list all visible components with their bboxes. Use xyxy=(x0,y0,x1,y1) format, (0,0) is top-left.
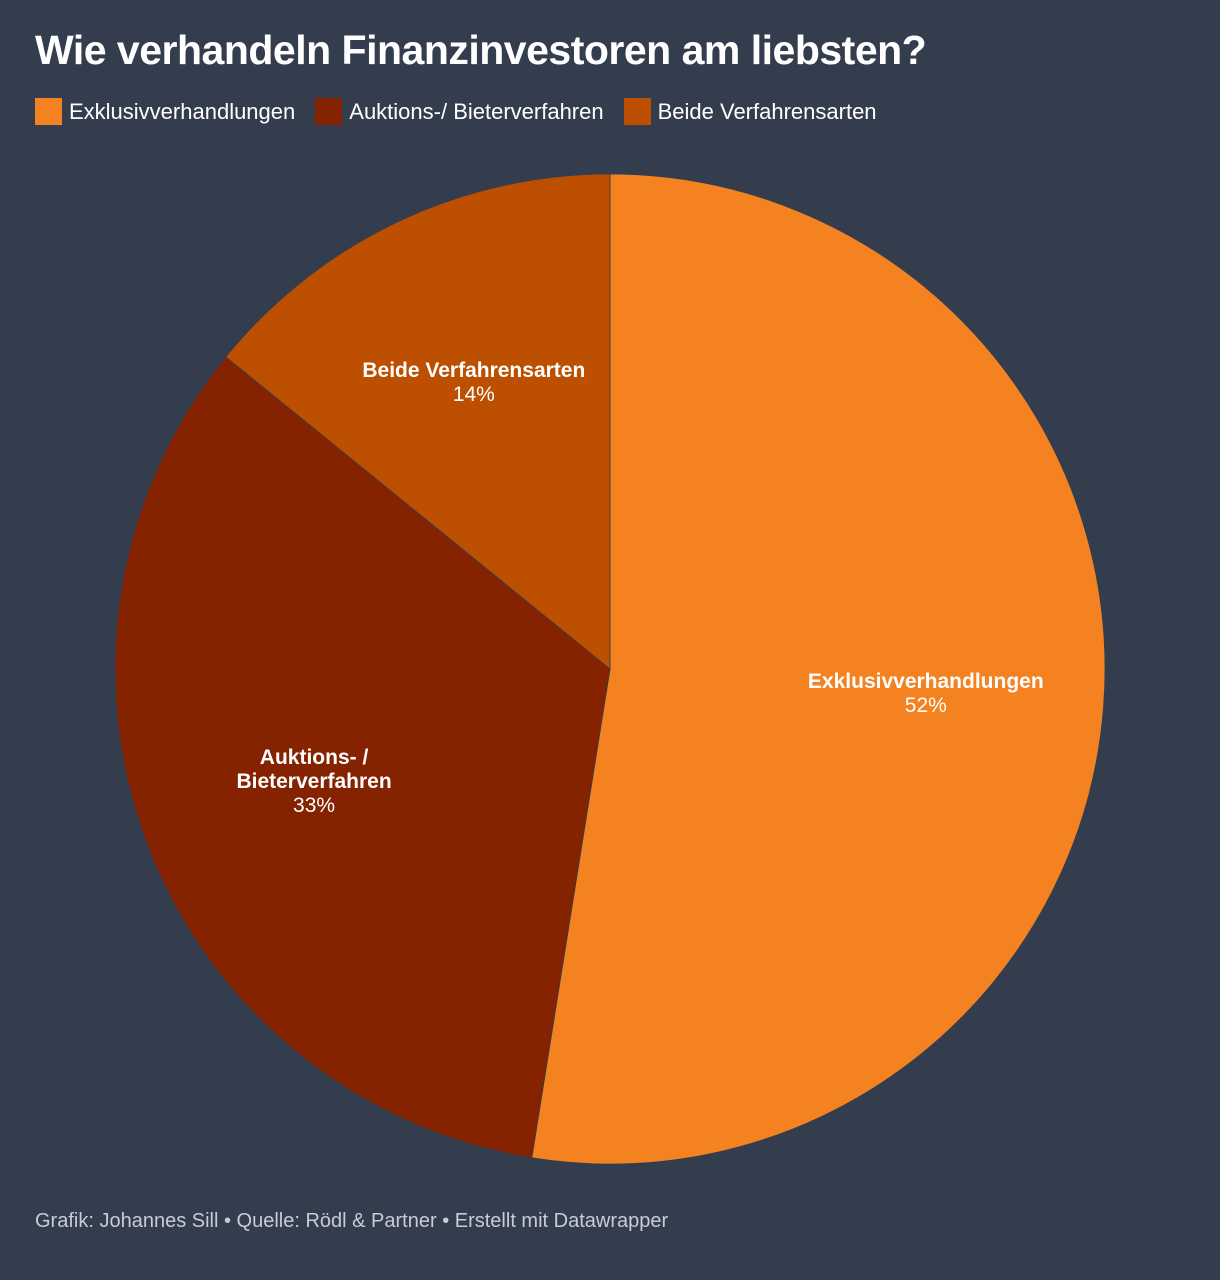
pie-slice-2 xyxy=(225,173,611,670)
legend-swatch xyxy=(35,98,62,125)
legend-label: Beide Verfahrensarten xyxy=(657,98,877,124)
legend-item-beide: Beide Verfahrensarten xyxy=(623,98,877,125)
slice-label: Auktions- / xyxy=(260,746,369,769)
legend-label: Exklusivverhandlungen xyxy=(69,98,296,124)
legend: Exklusivverhandlungen Auktions-/ Bieterv… xyxy=(35,98,877,125)
slice-label: Bieterverfahren xyxy=(236,770,391,793)
legend-swatch xyxy=(623,98,651,125)
slice-value-label: 52% xyxy=(905,694,947,717)
pie-slice-1 xyxy=(114,356,611,1159)
legend-label: Auktions-/ Bieterverfahren xyxy=(349,98,604,124)
slice-label: Exklusivverhandlungen xyxy=(808,670,1044,693)
legend-swatch xyxy=(315,98,343,125)
footer-credits: Grafik: Johannes Sill • Quelle: Rödl & P… xyxy=(35,1210,669,1232)
slice-value-label: 14% xyxy=(453,383,495,406)
pie-slice-0 xyxy=(531,173,1106,1165)
legend-item-exklusiv: Exklusivverhandlungen xyxy=(35,98,295,125)
slice-label: Beide Verfahrensarten xyxy=(362,359,585,382)
chart-title: Wie verhandeln Finanzinvestoren am liebs… xyxy=(35,27,927,73)
slice-value-label: 33% xyxy=(293,794,335,817)
legend-item-auktion: Auktions-/ Bieterverfahren xyxy=(315,98,604,125)
